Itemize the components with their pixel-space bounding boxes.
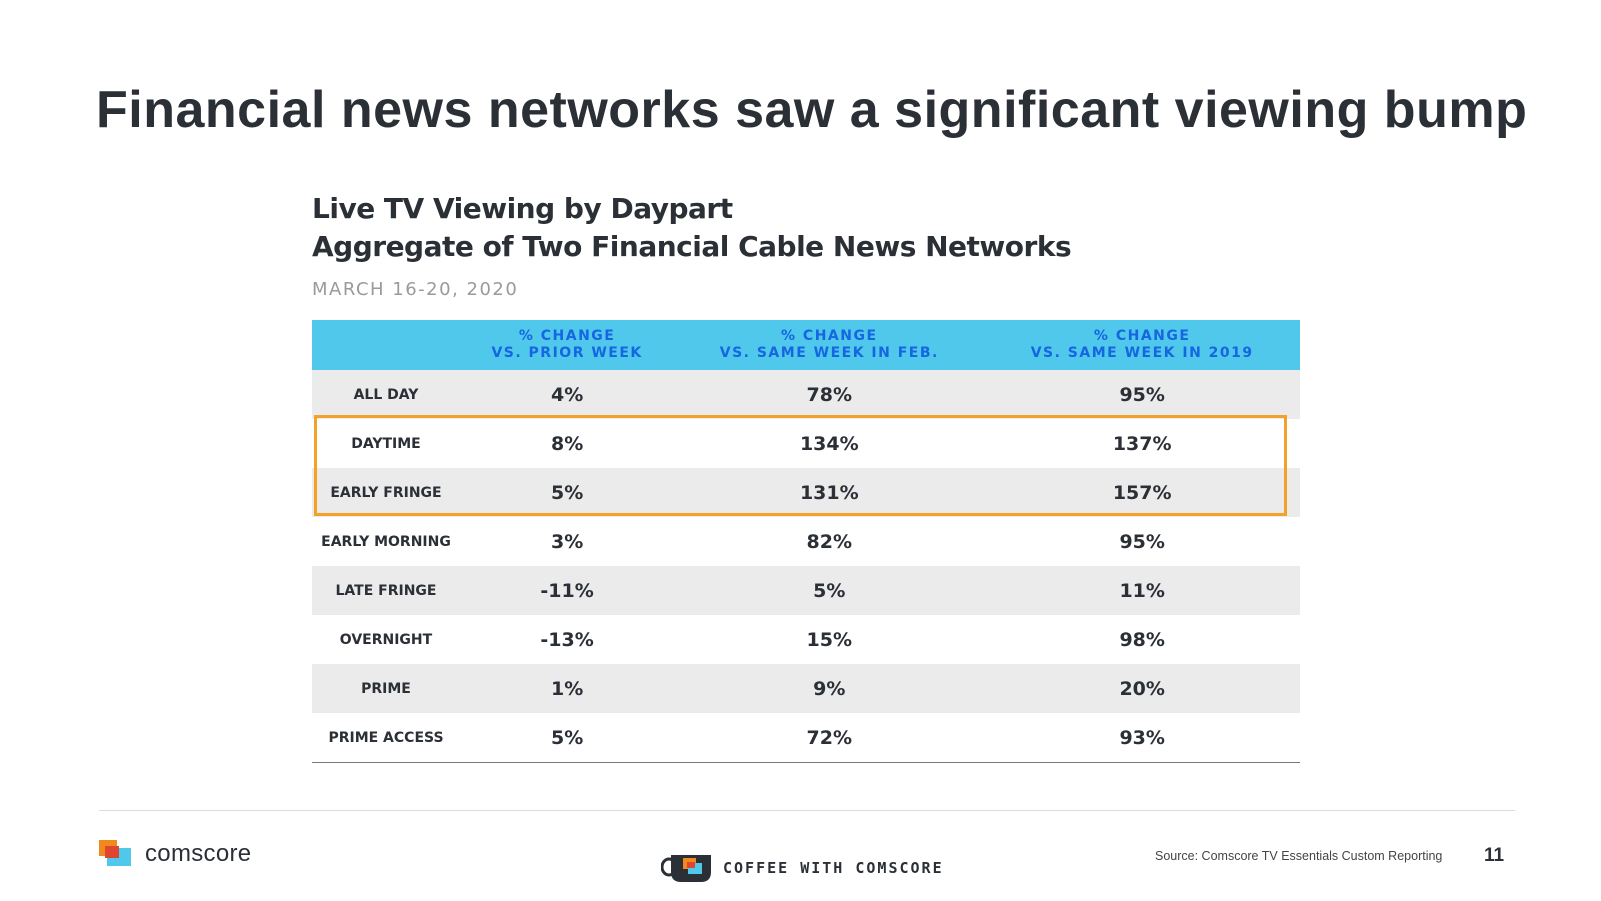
cell-feb: 78% [806, 383, 853, 406]
brand-name: comscore [145, 840, 252, 867]
cell-prior-week: 1% [550, 677, 584, 700]
coffee-label: COFFEE WITH COMSCORE [723, 859, 944, 877]
row-label: PRIME [361, 680, 411, 697]
table-header-row: % CHANGE VS. PRIOR WEEK % CHANGE VS. SAM… [312, 320, 1300, 370]
footer-divider [99, 810, 1515, 811]
table-row: DAYTIME 8% 134% 137% [312, 419, 1300, 468]
cell-prior-week: 4% [550, 383, 584, 406]
table-row: OVERNIGHT -13% 15% 98% [312, 615, 1300, 664]
cell-2019: 20% [1119, 677, 1165, 700]
cell-2019: 93% [984, 713, 1300, 763]
page-number: 11 [1484, 845, 1505, 866]
table-row: PRIME 1% 9% 20% [312, 664, 1300, 713]
row-label: EARLY MORNING [321, 533, 451, 550]
cell-prior-week: 8% [550, 432, 584, 455]
cell-feb: 9% [813, 677, 846, 700]
row-label: ALL DAY [353, 386, 419, 403]
comscore-logo-icon [99, 840, 133, 868]
row-label: LATE FRINGE [335, 582, 437, 599]
row-label: DAYTIME [351, 435, 421, 452]
header-same-week-2019: % CHANGE VS. SAME WEEK IN 2019 [984, 320, 1300, 370]
cell-feb: 82% [806, 530, 853, 553]
daypart-table: % CHANGE VS. PRIOR WEEK % CHANGE VS. SAM… [312, 320, 1300, 763]
cell-feb: 131% [799, 481, 859, 504]
chart-title-line1: Live TV Viewing by Daypart [312, 192, 733, 225]
row-label: EARLY FRINGE [330, 484, 442, 501]
cell-2019: 95% [1119, 383, 1165, 406]
cell-2019: 98% [1119, 628, 1165, 651]
header-empty-cell [312, 320, 460, 370]
cell-feb: 5% [813, 579, 846, 602]
table-row: PRIME ACCESS 5% 72% 93% [312, 713, 1300, 763]
table-row: EARLY FRINGE 5% 131% 157% [312, 468, 1300, 517]
header-same-week-feb: % CHANGE VS. SAME WEEK IN FEB. [674, 320, 985, 370]
cell-2019: 157% [1112, 481, 1172, 504]
row-label: PRIME ACCESS [312, 713, 460, 763]
chart-title-line2: Aggregate of Two Financial Cable News Ne… [312, 230, 1072, 263]
brand: comscore [99, 840, 251, 868]
slide-title: Financial news networks saw a significan… [96, 81, 1528, 139]
table-row: LATE FRINGE -11% 5% 11% [312, 566, 1300, 615]
cell-prior-week: -13% [540, 628, 594, 651]
table-row: EARLY MORNING 3% 82% 95% [312, 517, 1300, 566]
cell-feb: 15% [806, 628, 853, 651]
chart-title: Live TV Viewing by Daypart Aggregate of … [312, 190, 1072, 266]
coffee-with-comscore: COFFEE WITH COMSCORE [661, 852, 944, 884]
table-row: ALL DAY 4% 78% 95% [312, 370, 1300, 419]
cell-2019: 137% [1112, 432, 1172, 455]
cell-prior-week: -11% [540, 579, 594, 602]
cell-2019: 95% [1119, 530, 1165, 553]
cell-prior-week: 3% [550, 530, 584, 553]
cell-2019: 11% [1119, 579, 1165, 602]
header-prior-week: % CHANGE VS. PRIOR WEEK [460, 320, 675, 370]
cell-prior-week: 5% [460, 713, 675, 763]
cell-prior-week: 5% [550, 481, 584, 504]
cell-feb: 72% [674, 713, 985, 763]
row-label: OVERNIGHT [339, 631, 433, 648]
cell-feb: 134% [799, 432, 859, 455]
coffee-cup-icon [661, 855, 711, 882]
source-note: Source: Comscore TV Essentials Custom Re… [1155, 849, 1443, 863]
date-range: MARCH 16-20, 2020 [312, 279, 519, 300]
